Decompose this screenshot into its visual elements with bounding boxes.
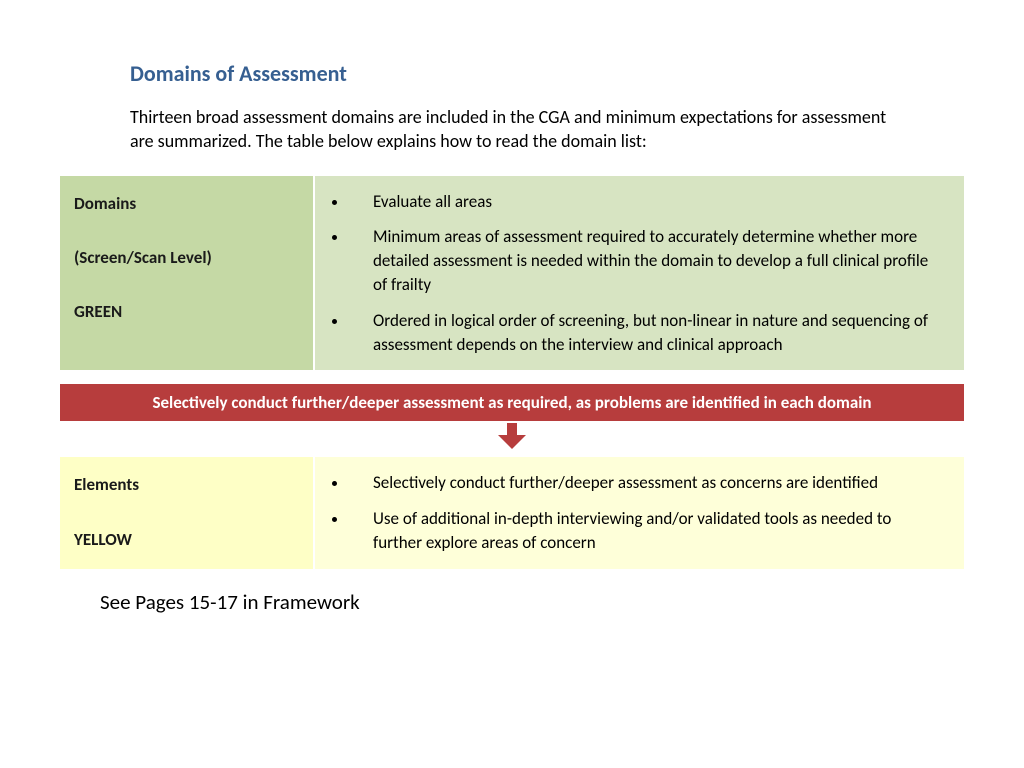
list-item: Selectively conduct further/deeper asses… — [349, 471, 934, 495]
yellow-bullet-list: Selectively conduct further/deeper asses… — [327, 471, 934, 554]
list-item: Use of additional in-depth interviewing … — [349, 507, 934, 555]
page-container: Domains of Assessment Thirteen broad ass… — [0, 0, 1024, 615]
list-item: Ordered in logical order of screening, b… — [349, 309, 934, 357]
green-label-line1: Domains — [74, 190, 299, 217]
green-label-line3: GREEN — [74, 298, 299, 325]
green-block: Domains (Screen/Scan Level) GREEN Evalua… — [60, 176, 964, 371]
yellow-block-content: Selectively conduct further/deeper asses… — [315, 457, 964, 568]
green-label-line2: (Screen/Scan Level) — [74, 244, 299, 271]
yellow-block-label: Elements YELLOW — [60, 457, 315, 568]
yellow-label-line2: YELLOW — [74, 526, 299, 553]
arrow-wrap — [60, 423, 964, 451]
page-title: Domains of Assessment — [130, 60, 964, 87]
yellow-label-line1: Elements — [74, 471, 299, 498]
intro-text: Thirteen broad assessment domains are in… — [130, 105, 910, 154]
transition-banner: Selectively conduct further/deeper asses… — [60, 384, 964, 421]
yellow-block: Elements YELLOW Selectively conduct furt… — [60, 457, 964, 568]
green-bullet-list: Evaluate all areas Minimum areas of asse… — [327, 190, 934, 357]
list-item: Minimum areas of assessment required to … — [349, 225, 934, 296]
down-arrow-icon — [494, 423, 530, 451]
footer-note: See Pages 15-17 in Framework — [100, 589, 964, 615]
green-block-content: Evaluate all areas Minimum areas of asse… — [315, 176, 964, 371]
list-item: Evaluate all areas — [349, 190, 934, 214]
green-block-label: Domains (Screen/Scan Level) GREEN — [60, 176, 315, 371]
